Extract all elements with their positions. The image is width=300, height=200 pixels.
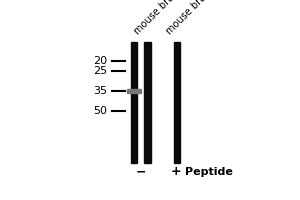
Text: mouse brain: mouse brain: [164, 0, 214, 36]
Bar: [127, 89, 141, 93]
Text: mouse brain: mouse brain: [133, 0, 183, 36]
Text: −: −: [136, 165, 146, 178]
Text: +: +: [170, 165, 181, 178]
Text: Peptide: Peptide: [185, 167, 233, 177]
Text: 25: 25: [93, 66, 107, 76]
Text: 35: 35: [93, 86, 107, 96]
Bar: [145, 42, 152, 163]
Text: 50: 50: [93, 106, 107, 116]
Bar: [130, 42, 137, 163]
Text: 20: 20: [93, 56, 107, 66]
Bar: [173, 42, 181, 163]
